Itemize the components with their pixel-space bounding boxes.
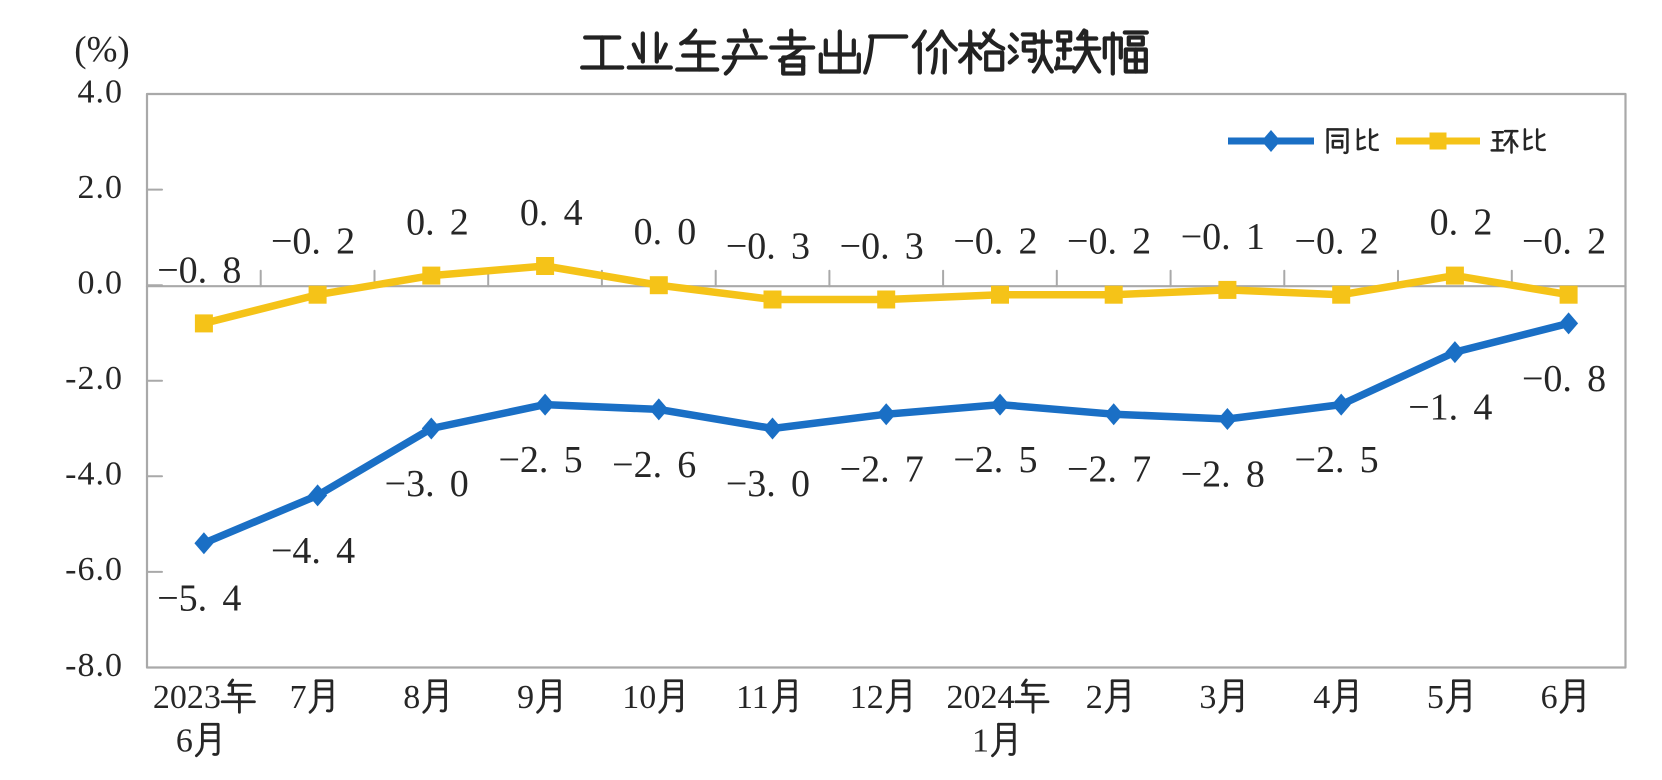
svg-text:−0. 2: −0. 2	[1295, 221, 1379, 263]
svg-text:6: 6	[1541, 679, 1558, 716]
svg-text:−0. 8: −0. 8	[157, 249, 241, 291]
svg-text:-4.0: -4.0	[65, 456, 123, 493]
svg-text:−0. 2: −0. 2	[953, 221, 1037, 263]
svg-text:−3. 0: −3. 0	[385, 463, 469, 505]
svg-text:−0. 2: −0. 2	[1067, 221, 1151, 263]
svg-text:−3. 0: −3. 0	[726, 463, 810, 505]
svg-text:0.0: 0.0	[78, 265, 124, 302]
svg-text:−4. 4: −4. 4	[271, 530, 355, 572]
svg-text:10: 10	[622, 679, 656, 716]
svg-text:−0. 2: −0. 2	[271, 221, 355, 263]
svg-text:7: 7	[290, 679, 307, 716]
svg-text:4.0: 4.0	[78, 73, 124, 110]
svg-text:-2.0: -2.0	[65, 360, 123, 397]
svg-text:0. 0: 0. 0	[634, 211, 697, 253]
svg-text:−2. 5: −2. 5	[498, 439, 582, 481]
svg-text:5: 5	[1427, 679, 1444, 716]
svg-text:−2. 5: −2. 5	[1295, 439, 1379, 481]
svg-text:−0. 3: −0. 3	[840, 226, 924, 268]
svg-text:12: 12	[850, 679, 884, 716]
svg-text:(%): (%)	[74, 30, 129, 71]
svg-text:0. 2: 0. 2	[1430, 202, 1493, 244]
svg-text:0. 4: 0. 4	[520, 192, 583, 234]
svg-text:11: 11	[736, 679, 769, 716]
svg-text:3: 3	[1199, 679, 1216, 716]
svg-text:−5. 4: −5. 4	[157, 578, 241, 620]
svg-text:2: 2	[1086, 679, 1103, 716]
svg-text:0. 2: 0. 2	[406, 202, 469, 244]
svg-text:6: 6	[176, 722, 193, 759]
svg-text:−0. 1: −0. 1	[1181, 216, 1265, 258]
svg-text:−0. 8: −0. 8	[1522, 358, 1606, 400]
svg-text:-6.0: -6.0	[65, 551, 123, 588]
svg-text:1: 1	[972, 722, 989, 759]
svg-text:4: 4	[1313, 679, 1330, 716]
svg-text:−1. 4: −1. 4	[1408, 387, 1492, 429]
svg-text:−2. 6: −2. 6	[612, 444, 696, 486]
svg-text:2.0: 2.0	[78, 169, 124, 206]
svg-text:−2. 8: −2. 8	[1181, 454, 1265, 496]
svg-text:2023: 2023	[153, 679, 221, 716]
svg-text:−2. 5: −2. 5	[953, 439, 1037, 481]
svg-text:−2. 7: −2. 7	[840, 449, 924, 491]
svg-text:−2. 7: −2. 7	[1067, 449, 1151, 491]
svg-text:−0. 2: −0. 2	[1522, 221, 1606, 263]
svg-text:2024: 2024	[947, 679, 1015, 716]
svg-text:9: 9	[517, 679, 534, 716]
svg-text:−0. 3: −0. 3	[726, 226, 810, 268]
svg-text:-8.0: -8.0	[65, 647, 123, 684]
svg-text:8: 8	[403, 679, 420, 716]
